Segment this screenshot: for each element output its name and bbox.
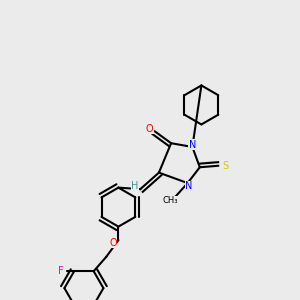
- Text: O: O: [146, 124, 153, 134]
- Text: CH₃: CH₃: [163, 196, 178, 205]
- Text: F: F: [58, 266, 64, 276]
- Text: N: N: [189, 140, 196, 150]
- Text: O: O: [109, 238, 117, 248]
- Text: H: H: [131, 181, 139, 191]
- Text: S: S: [222, 161, 228, 171]
- Text: N: N: [185, 181, 193, 191]
